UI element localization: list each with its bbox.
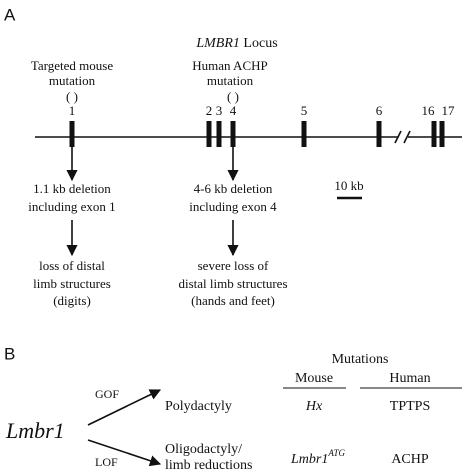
phenotype: limb reductions [165,458,253,473]
human-mutation-label: mutation [207,73,254,88]
human-disorder: TPTPS [390,399,430,414]
phenotype: Oligodactyly/ [165,442,242,457]
exon-label: 17 [442,103,456,118]
table-header: Human [389,371,430,386]
table-header: Mouse [295,371,333,386]
exon-label: 5 [301,103,308,118]
mouse-mutation-label: Targeted mouse [31,58,113,73]
exon-label: 1 [69,103,76,118]
exon [206,121,212,147]
locus [35,130,462,144]
exon [301,121,307,147]
panel-label: B [4,344,15,363]
mouse-mutation-label: mutation [49,73,96,88]
break-mark [394,130,402,144]
table-title: Mutations [332,352,389,367]
exon [230,121,236,147]
deletion-text: 4-6 kb deletion [194,181,273,196]
exon-label: 3 [216,103,223,118]
human-mutation-label: Human ACHP [192,58,267,73]
human-disorder: ACHP [391,452,429,467]
phenotype: Polydactyly [165,399,232,414]
mouse-allele: Lmbr1ATG [290,448,346,467]
arrow [87,439,162,467]
exon-label: 6 [376,103,383,118]
arrow [87,389,162,426]
exon-label: 4 [230,103,237,118]
outcome-text: severe loss of [198,258,269,273]
break-mark [403,130,411,144]
exon [216,121,222,147]
mouse-allele: Hx [305,399,323,414]
deletion-text: including exon 1 [28,199,115,214]
lof-label: LOF [95,455,118,469]
outcome-text: (digits) [53,293,91,308]
outcome-text: (hands and feet) [191,293,275,308]
gof-label: GOF [95,387,119,401]
mutation-marker: ( ) [66,89,78,104]
outcome-text: loss of distal [39,258,105,273]
outcome-text: limb structures [33,276,111,291]
scale-label: 10 kb [334,178,363,193]
deletion-text: including exon 4 [189,199,277,214]
deletion-text: 1.1 kb deletion [33,181,111,196]
mutation-marker: ( ) [227,89,239,104]
exon [439,121,445,147]
gene-label: Lmbr1 [5,418,65,443]
outcome-text: distal limb structures [178,276,287,291]
exon-label: 16 [422,103,436,118]
exon [431,121,437,147]
exon [69,121,75,147]
panel-label: A [4,5,16,24]
exon-label: 2 [206,103,213,118]
exon [376,121,382,147]
locus-title: LMBR1 Locus [195,36,277,51]
exons: 1 2 3 4 5 6 16 17 [69,103,455,147]
